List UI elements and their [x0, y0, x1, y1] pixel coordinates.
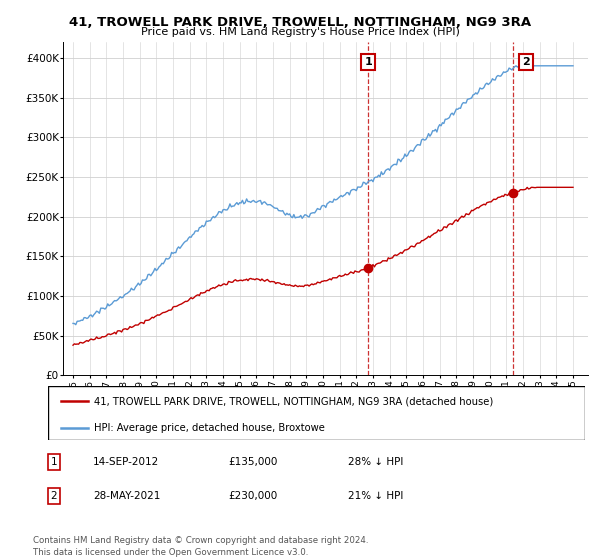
Text: 28% ↓ HPI: 28% ↓ HPI — [348, 457, 403, 467]
Text: 1: 1 — [364, 57, 372, 67]
Text: Contains HM Land Registry data © Crown copyright and database right 2024.
This d: Contains HM Land Registry data © Crown c… — [33, 536, 368, 557]
Text: 14-SEP-2012: 14-SEP-2012 — [93, 457, 159, 467]
Text: 41, TROWELL PARK DRIVE, TROWELL, NOTTINGHAM, NG9 3RA (detached house): 41, TROWELL PARK DRIVE, TROWELL, NOTTING… — [94, 396, 493, 407]
Text: 28-MAY-2021: 28-MAY-2021 — [93, 491, 160, 501]
Text: 2: 2 — [523, 57, 530, 67]
Text: £135,000: £135,000 — [228, 457, 277, 467]
Text: HPI: Average price, detached house, Broxtowe: HPI: Average price, detached house, Brox… — [94, 423, 325, 433]
Text: 1: 1 — [50, 457, 58, 467]
Text: £230,000: £230,000 — [228, 491, 277, 501]
Text: 2: 2 — [50, 491, 58, 501]
Text: Price paid vs. HM Land Registry's House Price Index (HPI): Price paid vs. HM Land Registry's House … — [140, 27, 460, 37]
Text: 21% ↓ HPI: 21% ↓ HPI — [348, 491, 403, 501]
FancyBboxPatch shape — [48, 386, 585, 440]
Text: 41, TROWELL PARK DRIVE, TROWELL, NOTTINGHAM, NG9 3RA: 41, TROWELL PARK DRIVE, TROWELL, NOTTING… — [69, 16, 531, 29]
